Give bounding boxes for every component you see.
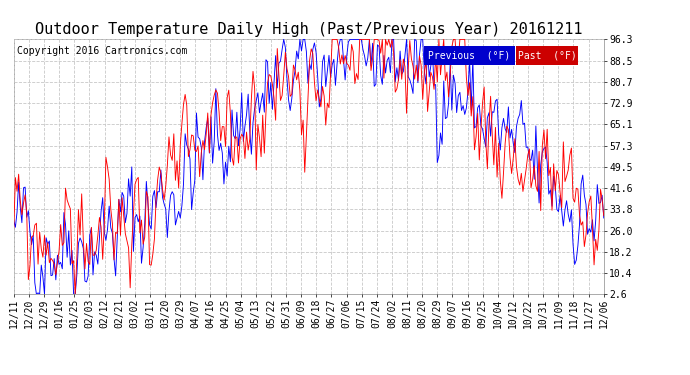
Text: Previous  (°F): Previous (°F) xyxy=(428,50,511,60)
Text: Copyright 2016 Cartronics.com: Copyright 2016 Cartronics.com xyxy=(17,46,187,56)
FancyBboxPatch shape xyxy=(424,46,515,65)
Text: Past  (°F): Past (°F) xyxy=(518,50,577,60)
FancyBboxPatch shape xyxy=(516,46,578,65)
Title: Outdoor Temperature Daily High (Past/Previous Year) 20161211: Outdoor Temperature Daily High (Past/Pre… xyxy=(35,22,582,37)
